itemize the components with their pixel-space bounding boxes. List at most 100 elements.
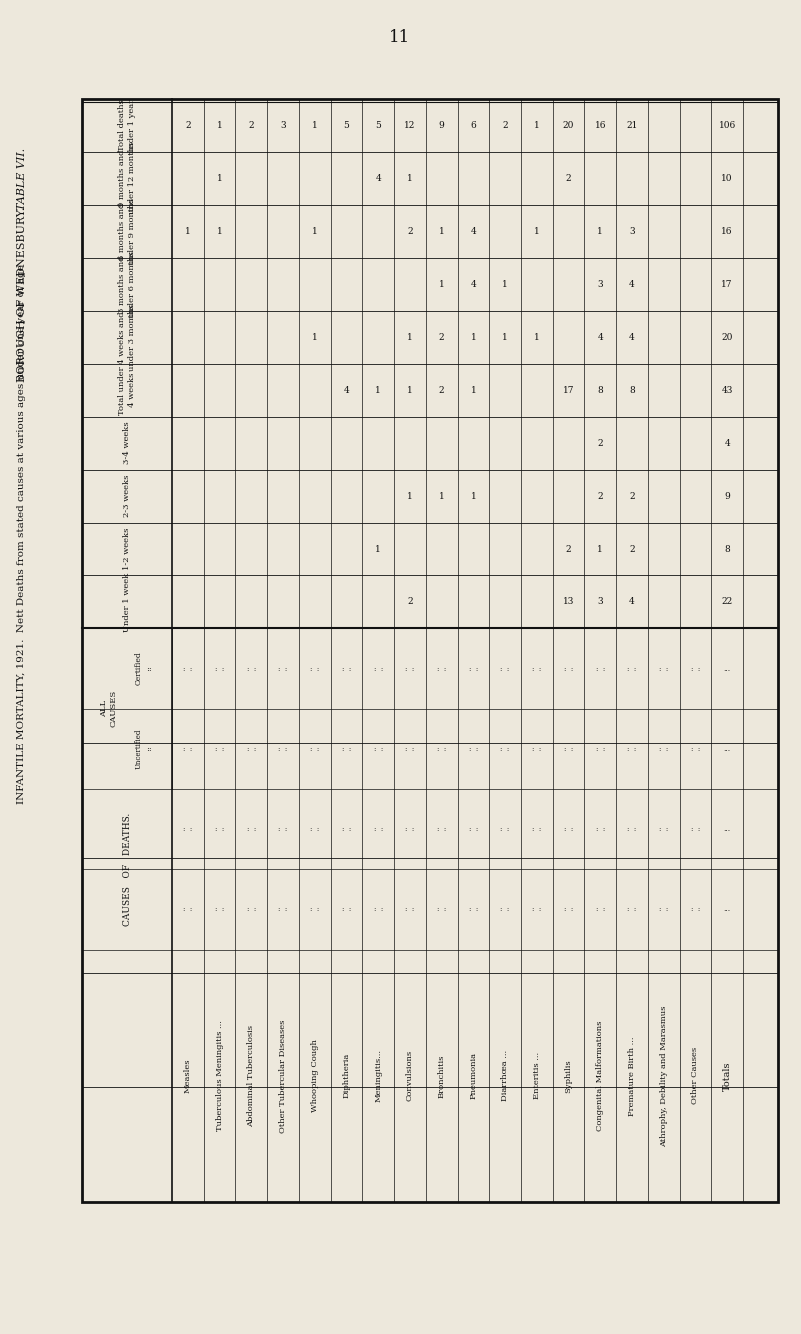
Text: Certified: Certified	[135, 652, 143, 686]
Text: 1: 1	[217, 121, 223, 129]
Text: :  :: : :	[279, 906, 288, 914]
Text: 2: 2	[598, 439, 603, 448]
Text: 17: 17	[563, 386, 574, 395]
Text: :  :: : :	[596, 826, 605, 834]
Text: 11: 11	[389, 29, 411, 45]
Text: :  :: : :	[469, 906, 478, 914]
Text: 2: 2	[629, 544, 634, 554]
Text: :  :: : :	[310, 826, 320, 834]
Text: :  :: : :	[215, 826, 224, 834]
Text: Whooping Cough: Whooping Cough	[311, 1039, 319, 1113]
Text: 4: 4	[376, 173, 381, 183]
Text: ...: ...	[723, 664, 731, 672]
Text: Diphtheria: Diphtheria	[343, 1053, 351, 1098]
Text: 1: 1	[312, 121, 318, 129]
Text: 1: 1	[217, 227, 223, 236]
Text: 2: 2	[566, 173, 571, 183]
Text: Other Causes: Other Causes	[691, 1047, 699, 1105]
Text: :  :: : :	[659, 744, 668, 752]
Text: 3: 3	[598, 280, 603, 288]
Text: 1: 1	[502, 332, 508, 342]
Text: 6 months and
under 9 months: 6 months and under 9 months	[119, 197, 135, 264]
Text: Measles: Measles	[184, 1059, 192, 1093]
Text: :  :: : :	[690, 664, 700, 672]
Text: 4: 4	[344, 386, 349, 395]
Text: :  :: : :	[690, 826, 700, 834]
Text: :  :: : :	[564, 744, 574, 752]
Text: 1: 1	[407, 173, 413, 183]
Text: 1-2 weeks: 1-2 weeks	[123, 528, 131, 570]
Text: Pneumonia: Pneumonia	[469, 1053, 477, 1099]
Text: Diarrhœa ...: Diarrhœa ...	[501, 1050, 509, 1102]
Text: 1: 1	[534, 121, 540, 129]
Text: :  :: : :	[532, 826, 541, 834]
Text: :  :: : :	[627, 826, 637, 834]
Text: :  :: : :	[310, 744, 320, 752]
Text: Enteritis ...: Enteritis ...	[533, 1053, 541, 1099]
Text: 4: 4	[629, 280, 635, 288]
Text: 1: 1	[312, 227, 318, 236]
Text: ::: ::	[146, 664, 152, 672]
Text: 1: 1	[439, 227, 445, 236]
Text: 1: 1	[312, 332, 318, 342]
Text: 2: 2	[439, 332, 445, 342]
Text: 16: 16	[594, 121, 606, 129]
Text: 3 months and
under 6 months: 3 months and under 6 months	[119, 251, 135, 317]
Text: :  :: : :	[373, 744, 383, 752]
Text: 3: 3	[280, 121, 286, 129]
Text: :  :: : :	[532, 664, 541, 672]
Text: :  :: : :	[469, 664, 478, 672]
Text: :  :: : :	[183, 744, 192, 752]
Text: 9: 9	[724, 492, 730, 500]
Text: CAUSES   OF   DEATHS.: CAUSES OF DEATHS.	[123, 812, 131, 926]
Text: 1: 1	[376, 544, 381, 554]
Text: :  :: : :	[373, 906, 383, 914]
Text: 9 months and
under 12 months: 9 months and under 12 months	[119, 143, 135, 215]
Text: Convulsions: Convulsions	[406, 1050, 414, 1102]
Text: 20: 20	[563, 121, 574, 129]
Text: Tuberculous Meningitis ...: Tuberculous Meningitis ...	[215, 1021, 223, 1131]
Text: :  :: : :	[437, 906, 446, 914]
Text: :  :: : :	[247, 664, 256, 672]
Text: 4: 4	[629, 332, 635, 342]
Text: Syphilis: Syphilis	[565, 1059, 573, 1093]
Text: 2: 2	[407, 227, 413, 236]
Text: 10: 10	[722, 173, 733, 183]
Text: 1: 1	[185, 227, 191, 236]
Text: :  :: : :	[342, 664, 351, 672]
Text: Congenital Malformations: Congenital Malformations	[596, 1021, 604, 1131]
Text: 16: 16	[722, 227, 733, 236]
Text: :  :: : :	[279, 664, 288, 672]
Text: INFANTILE MORTALITY, 1921.  Nett Deaths from stated causes at various ages under: INFANTILE MORTALITY, 1921. Nett Deaths f…	[18, 264, 26, 804]
Text: Total under
4 weeks: Total under 4 weeks	[119, 366, 135, 415]
Text: :  :: : :	[342, 744, 351, 752]
Text: 1: 1	[502, 280, 508, 288]
Text: 1: 1	[407, 332, 413, 342]
Text: :  :: : :	[469, 744, 478, 752]
Text: Total deaths
under 1 year: Total deaths under 1 year	[119, 99, 135, 152]
Text: 1: 1	[407, 492, 413, 500]
Text: ::: ::	[146, 744, 152, 752]
Text: 13: 13	[563, 598, 574, 607]
Text: 2: 2	[502, 121, 508, 129]
Text: :  :: : :	[183, 826, 192, 834]
Text: :  :: : :	[183, 664, 192, 672]
Text: Under 1 week: Under 1 week	[123, 572, 131, 631]
Text: 3: 3	[598, 598, 603, 607]
Text: :  :: : :	[627, 664, 637, 672]
Text: :  :: : :	[183, 906, 192, 914]
Text: 4: 4	[724, 439, 730, 448]
Text: 6: 6	[470, 121, 477, 129]
Text: 8: 8	[598, 386, 603, 395]
Text: 4: 4	[629, 598, 635, 607]
Text: :  :: : :	[501, 664, 509, 672]
Text: :  :: : :	[437, 826, 446, 834]
Text: :  :: : :	[690, 906, 700, 914]
Text: :  :: : :	[215, 906, 224, 914]
Text: 20: 20	[722, 332, 733, 342]
Text: 43: 43	[722, 386, 733, 395]
Text: 4 weeks and
under 3 months: 4 weeks and under 3 months	[119, 304, 135, 371]
Text: :  :: : :	[596, 744, 605, 752]
Text: :  :: : :	[501, 826, 509, 834]
Text: Totals: Totals	[723, 1061, 731, 1091]
